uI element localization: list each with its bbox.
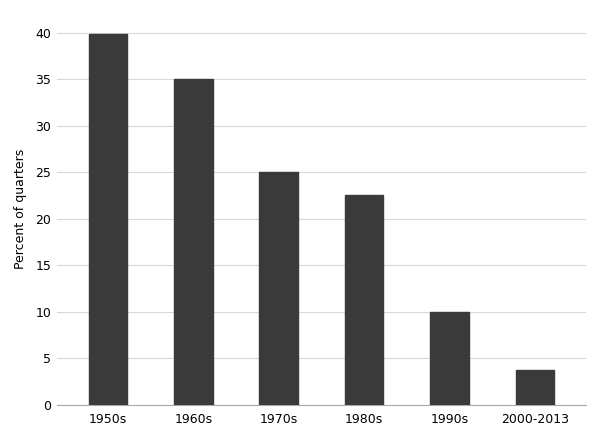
- Y-axis label: Percent of quarters: Percent of quarters: [14, 149, 27, 269]
- Bar: [259, 172, 298, 405]
- Bar: [89, 34, 127, 405]
- Bar: [515, 370, 554, 405]
- Bar: [174, 79, 212, 405]
- Bar: [430, 312, 469, 405]
- Bar: [345, 195, 383, 405]
